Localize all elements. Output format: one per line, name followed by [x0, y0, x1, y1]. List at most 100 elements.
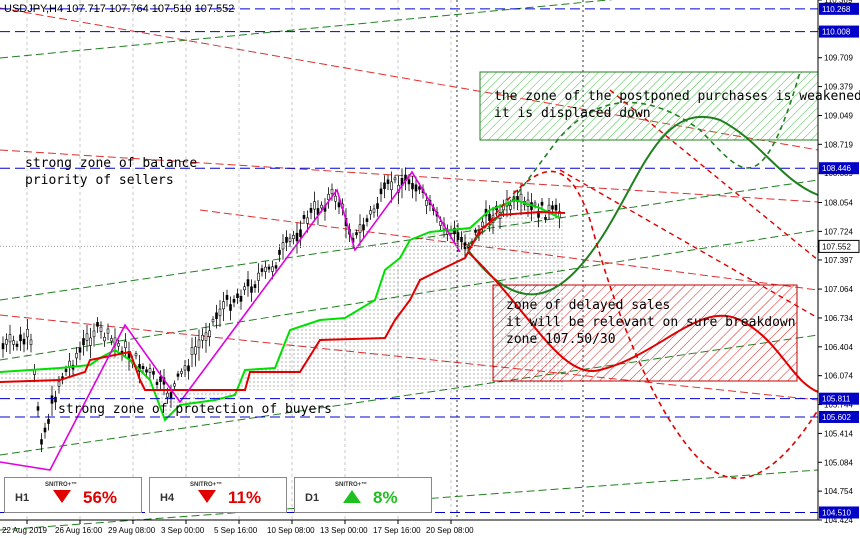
price-level-label: 105.602 [822, 413, 851, 422]
annotation-balance-line1: strong zone of balance [25, 156, 198, 171]
price-tick-label: 107.724 [824, 227, 853, 236]
candle [260, 268, 264, 272]
price-tick-label: 104.424 [824, 516, 853, 525]
candle [75, 352, 78, 359]
trend-line [199, 209, 819, 291]
price-tick-label: 106.734 [824, 314, 853, 323]
price-tick-label: 106.074 [824, 372, 853, 381]
price-tick-label: 110.369 [824, 0, 853, 5]
price-level-badge [818, 239, 860, 253]
annotation-sales-line3: zone 107.50/30 [506, 332, 616, 347]
candle [547, 204, 551, 211]
candle [152, 371, 155, 375]
candle [253, 284, 257, 288]
arrow-down-icon [53, 490, 71, 503]
annotation-purchases-line2: it is displaced down [494, 106, 651, 121]
candle [15, 343, 19, 347]
panel-h1-value: 56% [83, 488, 118, 507]
price-tick-label: 109.379 [824, 83, 853, 92]
candle [299, 229, 302, 237]
candle [54, 396, 57, 403]
candle [327, 194, 330, 200]
candle [36, 406, 40, 411]
candle [190, 347, 194, 356]
price-tick-label: 104.754 [824, 487, 853, 496]
time-axis: 22 Aug 2019 26 Aug 16:00 29 Aug 08:00 3 Sep… [0, 519, 818, 535]
candle [99, 326, 103, 332]
panel-h1[interactable]: H1 SNITRO+™ 56% [4, 477, 142, 513]
panel-h4[interactable]: H4 SNITRO+™ 11% [149, 477, 287, 513]
candle [540, 201, 544, 206]
candle [92, 330, 96, 338]
price-level-badge [819, 392, 859, 405]
time-tick-label: 29 Aug 08:00 [108, 526, 156, 535]
cloud-green-line [0, 198, 561, 422]
price-tick-label: 108.054 [824, 198, 853, 207]
candle [124, 341, 127, 349]
candle [264, 266, 267, 272]
candle [218, 308, 222, 317]
candle [173, 383, 176, 387]
candle [40, 439, 43, 445]
candle [288, 237, 292, 242]
candle [414, 184, 418, 192]
candle [78, 347, 82, 353]
price-level-badge [819, 506, 859, 519]
candle [554, 204, 558, 211]
annotation-balance-line2: priority of sellers [25, 173, 174, 188]
candle [148, 368, 152, 373]
panel-d1-value: 8% [373, 488, 398, 507]
arrow-up-icon [343, 490, 361, 503]
candle [383, 182, 386, 189]
candle [225, 295, 229, 300]
price-levels [0, 8, 818, 513]
panel-d1-timeframe: D1 [305, 492, 320, 504]
candle [337, 202, 341, 208]
arrow-down-icon [198, 490, 216, 503]
zigzag-line [0, 170, 461, 471]
candle [246, 279, 250, 287]
candle [274, 265, 278, 269]
time-tick-label: 3 Sep 00:00 [161, 526, 205, 535]
candle [96, 322, 99, 327]
candle [369, 210, 372, 215]
time-tick-label: 22 Aug 2019 [2, 526, 47, 535]
candle [365, 218, 369, 222]
panel-h1-brand: SNITRO+™ [45, 482, 78, 488]
price-level-label: 110.268 [822, 5, 851, 14]
candle [306, 217, 309, 224]
candle [309, 208, 313, 213]
chart-title: USDJPY,H4 107.717 107.764 107.510 107.55… [4, 3, 235, 15]
annotation-sales-line2: it will be relevant on sure breakdown [506, 315, 796, 330]
candle [29, 339, 33, 345]
candle [5, 339, 8, 345]
trend-line [0, 0, 614, 59]
time-tick-label: 20 Sep 08:00 [426, 526, 474, 535]
candle [292, 235, 295, 240]
candle [141, 366, 145, 369]
candle [390, 181, 393, 190]
candle [379, 188, 383, 195]
price-level-badge [819, 25, 859, 38]
price-tick-label: 107.064 [824, 285, 853, 294]
ichimoku-cloud [0, 170, 566, 471]
time-tick-label: 13 Sep 00:00 [320, 526, 368, 535]
candle [47, 419, 50, 424]
price-level-badge [819, 162, 859, 175]
forecast-red-dashed [467, 170, 819, 479]
price-tick-label: 106.404 [824, 343, 853, 352]
candle [393, 177, 397, 181]
panel-h4-timeframe: H4 [160, 492, 175, 504]
candle [425, 200, 428, 206]
candle [155, 381, 159, 385]
candle [302, 214, 306, 219]
candle [110, 338, 113, 342]
candle [411, 183, 414, 190]
annotation-balance: strong zone of balance priority of selle… [25, 155, 197, 189]
candle [236, 293, 239, 298]
price-tick-label: 109.709 [824, 54, 853, 63]
candle [145, 369, 148, 373]
panel-d1[interactable]: D1 SNITRO+™ 8% [294, 477, 432, 513]
candle [106, 328, 110, 334]
